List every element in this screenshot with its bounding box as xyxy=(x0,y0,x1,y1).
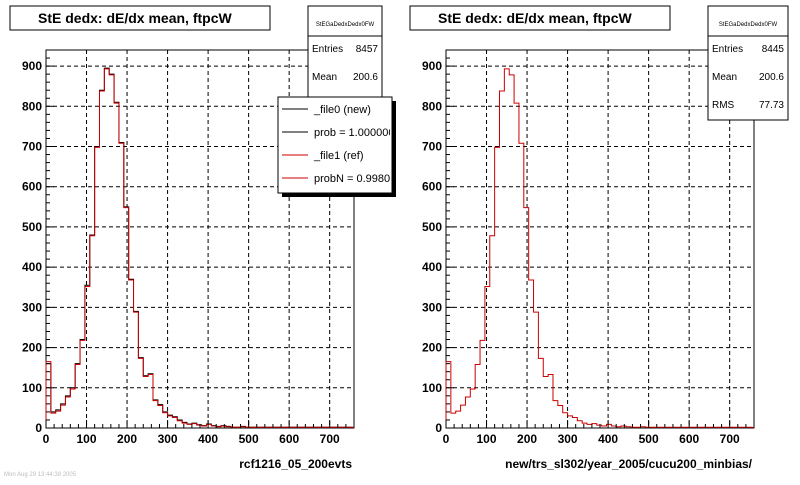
panel2-x-tick-label: 400 xyxy=(598,432,618,446)
panel2-x-tick-label: 0 xyxy=(443,432,450,446)
panel2-stats-header: StEGaDedxDedx0FW xyxy=(719,22,778,28)
panel2-x-tick-label: 300 xyxy=(558,432,578,446)
panel1-legend-label-3: _file1 (ref) xyxy=(313,150,364,162)
panel2-y-tick-label: 100 xyxy=(422,381,442,395)
panel1-stats-entries-value: 8457 xyxy=(356,44,379,55)
panel2-title-box xyxy=(409,5,671,31)
panel1-stats-mean-label: Mean xyxy=(312,72,337,83)
panel1-y-tick-label: 900 xyxy=(22,59,42,73)
panel1-y-tick-label: 300 xyxy=(22,300,42,314)
panel1-legend-label-2: prob = 1.000000 xyxy=(314,127,394,139)
panel2-y-tick-label: 300 xyxy=(422,300,442,314)
panel1-y-tick-label: 100 xyxy=(22,381,42,395)
panel1-y-tick-label: 800 xyxy=(22,99,42,113)
panel1-x-tick-label: 600 xyxy=(279,432,299,446)
panel2-x-tick-label: 700 xyxy=(720,432,740,446)
panel2-title: StE dedx: dE/dx mean, ftpcW xyxy=(438,10,632,26)
panel1-stats-header: StEGaDedxDedx0FW xyxy=(316,22,375,28)
panel2-y-tick-label: 900 xyxy=(422,59,442,73)
panel2-x-tick-label: 600 xyxy=(679,432,699,446)
panel1-y-tick-label: 500 xyxy=(22,220,42,234)
panel2-x-axis-label: new/trs_sl302/year_2005/cucu200_minbias/ xyxy=(505,457,752,471)
panel1-x-axis-label: rcf1216_05_200evts xyxy=(239,457,352,471)
panel1-x-tick-label: 200 xyxy=(117,432,137,446)
panel1-title-box xyxy=(9,5,271,31)
panel2-stats-box xyxy=(707,5,789,121)
panel2-y-tick-label: 800 xyxy=(422,99,442,113)
panel2-stats-mean-label: Mean xyxy=(712,72,737,83)
panel2-y-tick-label: 400 xyxy=(422,260,442,274)
panel1-y-tick-label: 200 xyxy=(22,341,42,355)
panel1-x-tick-label: 300 xyxy=(158,432,178,446)
panel1-x-tick-label: 400 xyxy=(198,432,218,446)
panel2-stats-rms-label: RMS xyxy=(712,100,735,111)
panel2-y-tick-label: 600 xyxy=(422,180,442,194)
panel2-y-tick-label: 700 xyxy=(422,140,442,154)
panel2-stats-mean-value: 200.6 xyxy=(759,72,784,83)
panel1-y-tick-label: 700 xyxy=(22,140,42,154)
panel2-series-ref-histogram xyxy=(445,68,755,429)
panel2-y-tick-label: 0 xyxy=(435,421,442,435)
panel1-x-tick-label: 0 xyxy=(43,432,50,446)
panel2-x-tick-label: 200 xyxy=(517,432,537,446)
panel1-legend-label-4: probN = 0.998070 xyxy=(314,173,402,185)
panel1-x-tick-label: 100 xyxy=(77,432,97,446)
panel1-x-tick-label: 500 xyxy=(239,432,259,446)
panel1-legend-box xyxy=(277,96,393,194)
panel1-x-tick-label: 700 xyxy=(320,432,340,446)
panel1-legend-label-1: _file0 (new) xyxy=(313,104,371,116)
panel2-y-tick-label: 500 xyxy=(422,220,442,234)
panel2-x-tick-label: 100 xyxy=(477,432,497,446)
panel2-stats-rms-value: 77.73 xyxy=(759,100,784,111)
panel2-stats-entries-value: 8445 xyxy=(762,44,785,55)
panel2-stats-entries-label: Entries xyxy=(712,44,743,55)
panel2-y-tick-label: 200 xyxy=(422,341,442,355)
panel1-title: StE dedx: dE/dx mean, ftpcW xyxy=(38,10,232,26)
panel1-stats-mean-value: 200.6 xyxy=(353,72,378,83)
footer-timestamp: Mon Aug 29 13:44:38 2005 xyxy=(4,472,77,478)
panel1-series-ref-histogram xyxy=(45,68,355,429)
panel1-y-tick-label: 400 xyxy=(22,260,42,274)
panel1-y-tick-label: 600 xyxy=(22,180,42,194)
panel2-x-tick-label: 500 xyxy=(639,432,659,446)
panel1-stats-entries-label: Entries xyxy=(312,44,343,55)
panel1-y-tick-label: 0 xyxy=(35,421,42,435)
